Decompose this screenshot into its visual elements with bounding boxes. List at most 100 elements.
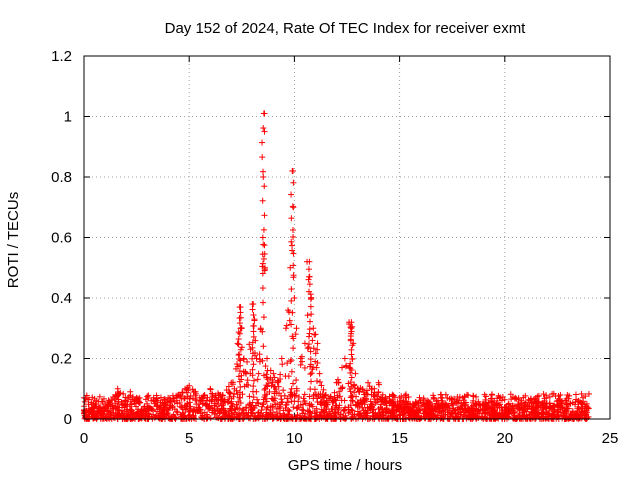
data-point [124, 413, 131, 420]
data-point [288, 321, 295, 328]
data-point [325, 395, 332, 402]
data-point [259, 357, 266, 364]
data-point [575, 397, 582, 404]
data-point [583, 400, 590, 407]
data-point [260, 226, 267, 233]
data-points [81, 110, 592, 422]
data-point [273, 386, 280, 393]
data-point [428, 408, 435, 415]
data-point [485, 400, 492, 407]
data-point [307, 356, 314, 363]
data-point [250, 301, 257, 308]
data-point [438, 394, 445, 401]
data-point [402, 391, 409, 398]
data-point [290, 274, 297, 281]
data-point [409, 411, 416, 418]
data-point [414, 408, 421, 415]
data-point [279, 361, 286, 368]
data-point [301, 340, 308, 347]
data-point [318, 382, 325, 389]
data-point [554, 413, 561, 420]
data-point [181, 402, 188, 409]
data-point [260, 255, 267, 262]
data-point [259, 234, 266, 241]
data-point [540, 415, 547, 422]
data-point [217, 409, 224, 416]
data-point [476, 401, 483, 408]
data-point [260, 299, 267, 306]
data-point [235, 336, 242, 343]
data-point [162, 402, 169, 409]
data-point [569, 399, 576, 406]
data-point [282, 325, 289, 332]
data-point [254, 396, 261, 403]
data-point [186, 411, 193, 418]
data-point [289, 333, 296, 340]
data-point [491, 397, 498, 404]
data-point [286, 408, 293, 415]
data-point [348, 392, 355, 399]
data-point [249, 399, 256, 406]
x-axis-label: GPS time / hours [288, 457, 402, 474]
data-point [202, 401, 209, 408]
data-point [579, 394, 586, 401]
data-point [211, 405, 218, 412]
data-point [448, 410, 455, 417]
data-point [260, 314, 267, 321]
data-point [293, 387, 300, 394]
grid-layer [84, 56, 610, 419]
data-point [97, 408, 104, 415]
data-point [294, 405, 301, 412]
data-point [468, 405, 475, 412]
data-point [416, 394, 423, 401]
data-point [84, 395, 91, 402]
data-point [417, 397, 424, 404]
data-point [403, 401, 410, 408]
data-point [282, 402, 289, 409]
data-point [336, 388, 343, 395]
data-point [463, 391, 470, 398]
data-point [196, 394, 203, 401]
data-point [261, 212, 268, 219]
data-point [584, 415, 591, 422]
data-point [312, 350, 319, 357]
data-point [459, 394, 466, 401]
data-point [179, 389, 186, 396]
y-tick-label: 0.8 [51, 169, 72, 186]
data-point [186, 395, 193, 402]
data-point [306, 273, 313, 280]
data-point [158, 406, 165, 413]
data-point [440, 415, 447, 422]
data-point [96, 404, 103, 411]
data-point [314, 340, 321, 347]
data-point [341, 407, 348, 414]
data-point [339, 364, 346, 371]
data-point [154, 397, 161, 404]
data-point [306, 408, 313, 415]
data-point [189, 395, 196, 402]
data-point [551, 403, 558, 410]
data-point [373, 412, 380, 419]
data-point [199, 395, 206, 402]
data-point [243, 370, 250, 377]
data-point [236, 389, 243, 396]
data-point [288, 191, 295, 198]
data-point [522, 392, 529, 399]
data-point [348, 328, 355, 335]
y-tick-label: 1 [64, 109, 72, 126]
data-point [288, 368, 295, 375]
x-tick-label: 5 [185, 430, 193, 447]
data-point [255, 370, 262, 377]
data-point [178, 413, 185, 420]
data-point [228, 395, 235, 402]
data-point [124, 401, 131, 408]
data-point [284, 360, 291, 367]
data-point [232, 406, 239, 413]
data-point [438, 407, 445, 414]
data-point [276, 390, 283, 397]
data-point [481, 406, 488, 413]
data-point [288, 415, 295, 422]
data-point [133, 394, 140, 401]
data-point [444, 394, 451, 401]
data-point [251, 317, 258, 324]
